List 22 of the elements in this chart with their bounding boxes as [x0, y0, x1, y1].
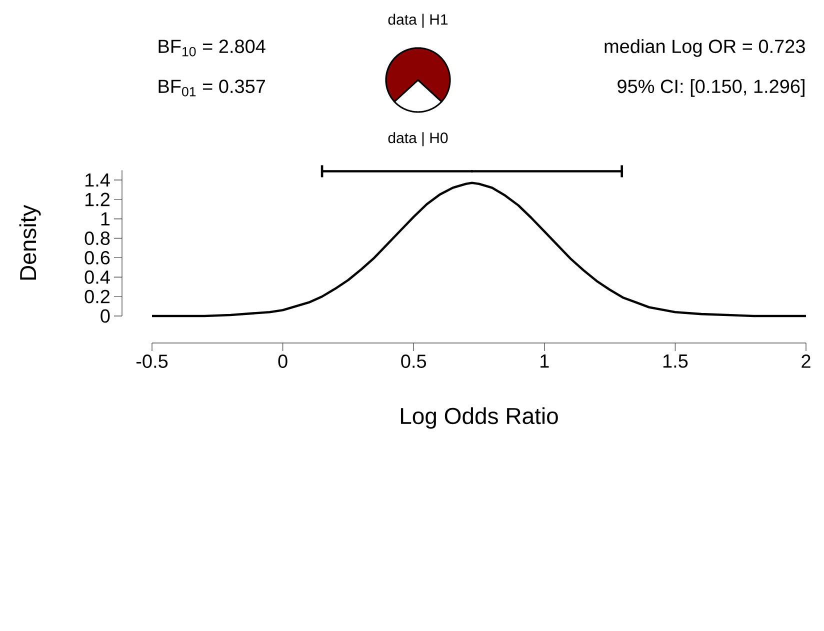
x-tick-label: 2 — [802, 354, 810, 368]
y-tick-label: 1.2 — [86, 192, 110, 206]
y-tick-label: 0.4 — [84, 270, 110, 284]
x-tick-label: -0.5 — [136, 354, 168, 368]
text: BF$_{10}$ = 2.804 — [158, 40, 266, 56]
slice-label: data | H1 — [388, 14, 448, 28]
x-tick-label: 1.5 — [663, 354, 688, 368]
x-tick-label: 0 — [278, 354, 288, 368]
x-tick-label: 1 — [540, 354, 549, 368]
y-tick-label: 0.8 — [84, 232, 110, 246]
y-axis-title: Density — [19, 204, 41, 280]
y-tick-label: 1.4 — [86, 173, 110, 187]
y-tick-label: 0.6 — [84, 250, 110, 264]
y-tick-label: 0.2 — [84, 290, 110, 304]
text: median Log OR = 0.723 — [604, 39, 805, 57]
text: 95% CI: [0.150, 1.296] — [618, 79, 804, 97]
y-tick-label: 1 — [101, 212, 110, 226]
text: BF$_{01}$ = 0.357 — [158, 80, 266, 96]
x-tick-label: 0.5 — [401, 354, 426, 368]
slice-label: data | H0 — [388, 132, 448, 146]
x-axis-title: Log Odds Ratio — [400, 407, 558, 429]
y-tick-label: 0 — [100, 309, 110, 323]
